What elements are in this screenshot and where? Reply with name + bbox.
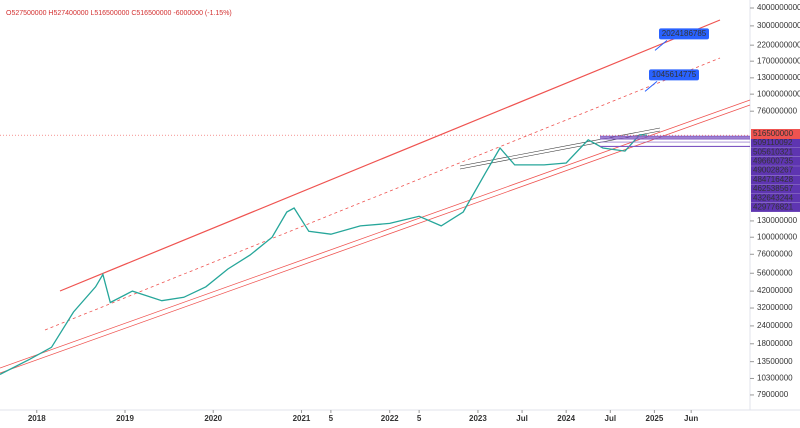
target-arrow [654,39,668,51]
ohlc-header: O527500000 H527400000 L516500000 C516500… [6,10,232,17]
y-tick-label: 2200000000 [757,40,800,49]
level-label-box [751,166,800,176]
level-label-box [751,156,800,166]
y-tick-label: 32000000 [757,303,793,312]
x-tick-label: 2019 [116,414,134,423]
level-label: 509110092 [753,138,793,147]
channel-lower [0,99,751,369]
level-label: 490028267 [753,166,794,175]
channel-mid [44,57,721,331]
level-label: 432643244 [753,193,794,202]
y-tick-label: 18000000 [757,339,793,348]
x-tick-label: Jul [605,414,617,423]
level-label: 462538567 [753,184,794,193]
x-tick-label: 5 [329,414,334,423]
channel-upper [59,19,721,292]
channel-lower [0,104,751,374]
target-box [649,69,699,81]
y-tick-label: 1700000000 [757,56,800,65]
y-tick-label: 56000000 [757,268,793,277]
x-tick-label: 2025 [646,414,664,423]
price-label-box [751,129,800,139]
y-tick-label: 42000000 [757,286,793,295]
y-tick-label: 130000000 [757,216,798,225]
y-tick-label: 13500000 [757,357,793,366]
level-label-box [751,147,800,157]
x-tick-label: 2023 [469,414,487,423]
y-tick-label: 4000000000 [757,3,800,12]
price-label: 516500000 [753,129,794,138]
level-label: 505610321 [753,147,794,156]
target-arrow [644,80,658,92]
level-label-box [751,175,800,185]
y-tick-label: 76000000 [757,249,793,258]
x-tick-label: 2021 [293,414,311,423]
x-tick-label: 2020 [204,414,222,423]
target-label: 1045614775 [652,70,697,79]
x-tick-label: 2018 [28,414,46,423]
level-label-box [751,138,800,148]
y-tick-label: 1000000000 [757,89,800,98]
level-label: 429776821 [753,203,794,212]
target-box [659,28,709,40]
y-tick-label: 760000000 [757,106,798,115]
x-tick-label: Jul [516,414,528,423]
y-tick-label: 10300000 [757,374,793,383]
price-line [0,134,648,375]
x-tick-label: 5 [417,414,422,423]
y-tick-label: 1300000000 [757,73,800,82]
x-tick-label: 2022 [381,414,399,423]
target-label: 2024186785 [662,29,707,38]
x-tick-label: 2024 [557,414,575,423]
x-tick-label: Jun [684,414,698,423]
y-tick-label: 3000000000 [757,21,800,30]
y-tick-label: 100000000 [757,232,798,241]
level-label-box [751,202,800,212]
level-label-box [751,193,800,203]
level-label: 496600735 [753,157,794,166]
level-label: 484716428 [753,175,794,184]
y-tick-label: 24000000 [757,321,793,330]
level-label-box [751,184,800,194]
y-tick-label: 7900000 [757,390,789,399]
